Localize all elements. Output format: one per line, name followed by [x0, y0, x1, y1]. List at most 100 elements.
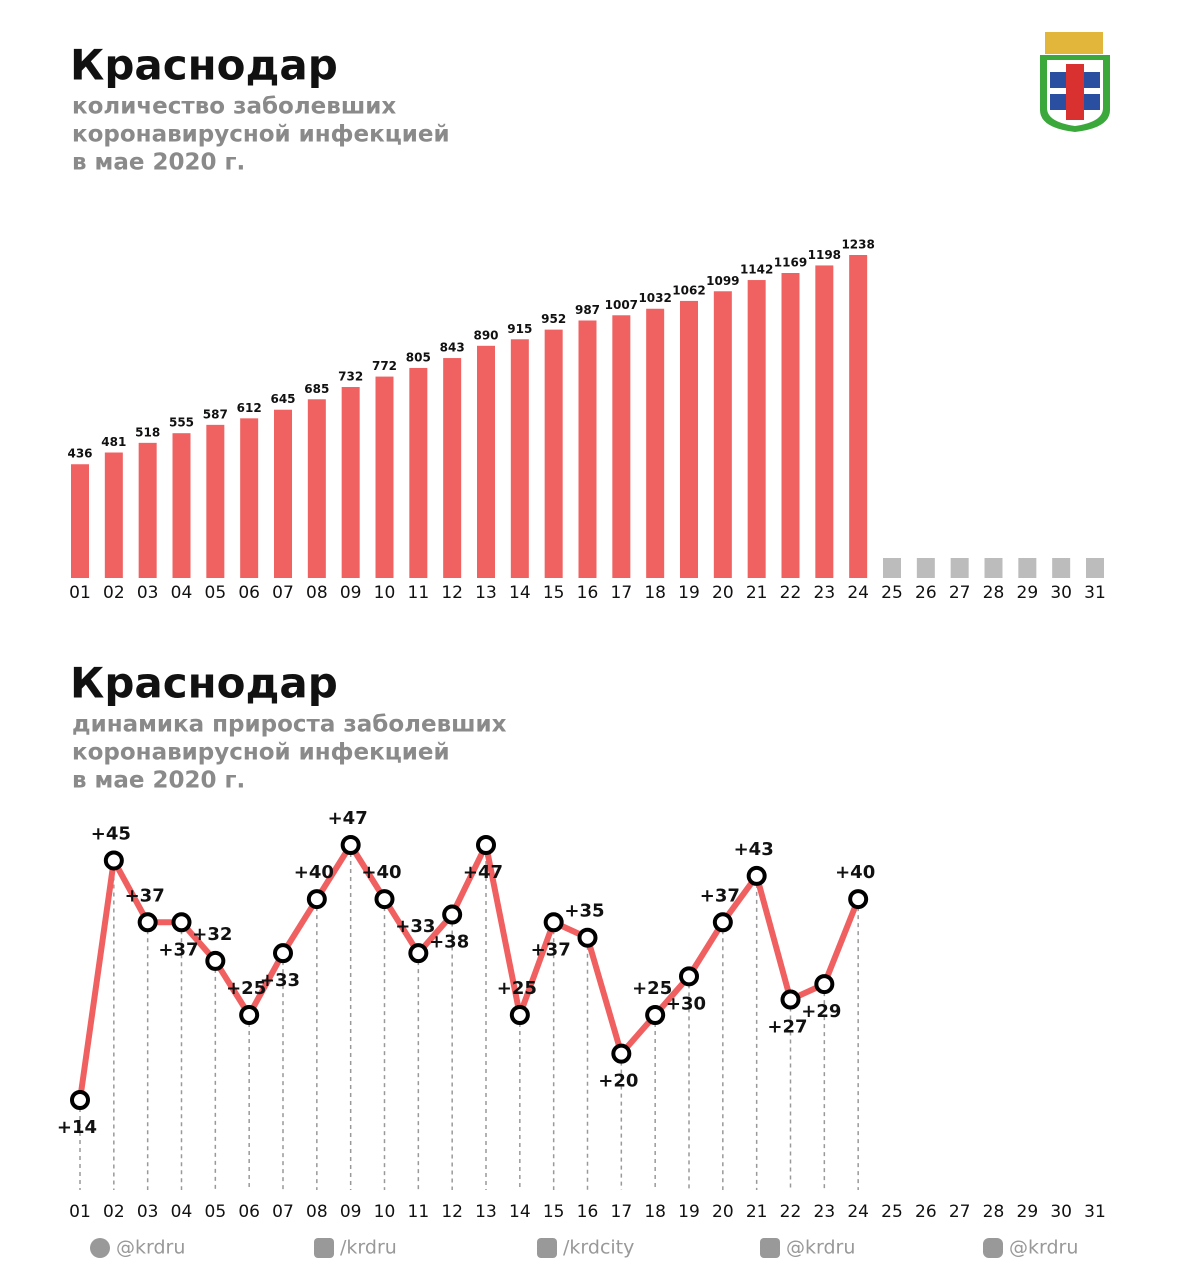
data-label: +40 — [361, 862, 401, 883]
placeholder — [883, 558, 901, 578]
data-label: 915 — [507, 322, 532, 336]
bar — [341, 387, 360, 578]
x-tick-label: 16 — [577, 1202, 599, 1222]
x-tick-label: 18 — [644, 1202, 666, 1222]
x-tick-label: 27 — [949, 583, 971, 603]
data-label: 685 — [304, 382, 329, 396]
data-label: +45 — [91, 823, 131, 844]
point — [239, 1005, 260, 1025]
subtitle: коронавирусной инфекцией — [72, 122, 450, 148]
title: Краснодар — [70, 41, 338, 90]
subtitle: динамика прироста заболевших — [72, 712, 507, 738]
x-tick-label: 29 — [1017, 1202, 1039, 1222]
point — [543, 912, 564, 933]
social-link[interactable]: @krdru — [116, 1237, 185, 1259]
bar — [747, 280, 766, 578]
x-tick-label: 24 — [847, 1202, 869, 1222]
x-tick-label: 12 — [441, 1202, 463, 1222]
x-tick-label: 04 — [171, 583, 193, 603]
data-label: 890 — [473, 328, 498, 342]
bar — [375, 376, 394, 578]
point — [171, 912, 192, 933]
point — [645, 1005, 666, 1025]
footer-icons — [90, 1238, 1003, 1258]
data-label: +43 — [734, 839, 774, 860]
point — [712, 912, 733, 933]
social-link[interactable]: @krdru — [786, 1237, 855, 1259]
point — [814, 974, 835, 995]
x-tick-label: 07 — [272, 583, 294, 603]
placeholder — [1052, 558, 1071, 578]
bar — [815, 265, 834, 578]
x-tick-label: 23 — [814, 1202, 836, 1222]
x-tick-label: 11 — [408, 1202, 430, 1222]
x-tick-label: 17 — [611, 583, 633, 603]
x-tick-label: 04 — [171, 1202, 193, 1222]
point — [205, 950, 226, 971]
point — [476, 835, 496, 855]
data-label: 1142 — [740, 263, 773, 277]
x-tick-label: 01 — [69, 583, 91, 603]
data-label: 1007 — [605, 298, 638, 312]
data-label: +29 — [801, 1001, 841, 1022]
x-tick-label: 21 — [746, 583, 768, 603]
x-tick-label: 06 — [238, 1202, 260, 1222]
x-tick-label: 28 — [983, 583, 1005, 603]
data-label: +40 — [294, 862, 334, 883]
subtitle: количество заболевших — [72, 94, 396, 120]
data-label: +37 — [125, 885, 165, 906]
point — [577, 927, 598, 948]
bar — [680, 300, 698, 578]
x-tick-label: 02 — [103, 1202, 125, 1222]
data-label: 1198 — [808, 248, 841, 262]
placeholder — [916, 558, 935, 578]
x-tick-label: 15 — [543, 583, 565, 603]
data-label: +37 — [531, 939, 571, 960]
x-tick-label: 16 — [577, 583, 599, 603]
bar — [307, 399, 326, 578]
x-tick-label: 13 — [475, 1202, 497, 1222]
data-label: +33 — [260, 970, 300, 991]
social-link[interactable]: @krdru — [1009, 1237, 1078, 1259]
data-label: 952 — [541, 312, 566, 326]
x-tick-label: 11 — [408, 583, 430, 603]
point — [848, 889, 869, 910]
data-label: 1032 — [638, 291, 671, 305]
x-tick-label: 25 — [881, 583, 903, 603]
social-link[interactable]: /krdcity — [563, 1237, 634, 1259]
bar — [477, 345, 495, 578]
point — [408, 943, 429, 964]
data-label: +47 — [328, 808, 368, 829]
data-label: 587 — [203, 407, 228, 421]
x-tick-label: 22 — [780, 1202, 802, 1222]
x-tick-label: 08 — [306, 583, 328, 603]
x-tick-label: 03 — [137, 583, 159, 603]
data-label: +40 — [835, 862, 875, 883]
subtitle: в мае 2020 г. — [72, 150, 245, 176]
data-label: +37 — [158, 939, 198, 960]
data-label: +25 — [497, 978, 537, 999]
bar — [443, 358, 462, 578]
x-tick-label: 25 — [881, 1202, 903, 1222]
x-tick-label: 31 — [1084, 1202, 1106, 1222]
subtitle: в мае 2020 г. — [72, 768, 245, 794]
x-tick-label: 19 — [678, 583, 700, 603]
x-tick-label: 07 — [272, 1202, 294, 1222]
data-label: +14 — [57, 1117, 97, 1138]
bar — [612, 315, 631, 578]
x-tick-label: 30 — [1050, 583, 1072, 603]
x-tick-label: 24 — [847, 583, 869, 603]
x-tick-label: 21 — [746, 1202, 768, 1222]
bar — [409, 367, 428, 578]
data-label: 1238 — [841, 238, 874, 252]
x-tick-label: 09 — [340, 583, 362, 603]
x-tick-label: 08 — [306, 1202, 328, 1222]
title: Краснодар — [70, 659, 338, 708]
social-link[interactable]: /krdru — [340, 1237, 397, 1259]
data-label: +33 — [395, 916, 435, 937]
placeholder — [950, 558, 969, 578]
x-tick-label: 10 — [374, 583, 396, 603]
data-label: 1062 — [672, 283, 705, 297]
x-tick-label: 22 — [780, 583, 802, 603]
